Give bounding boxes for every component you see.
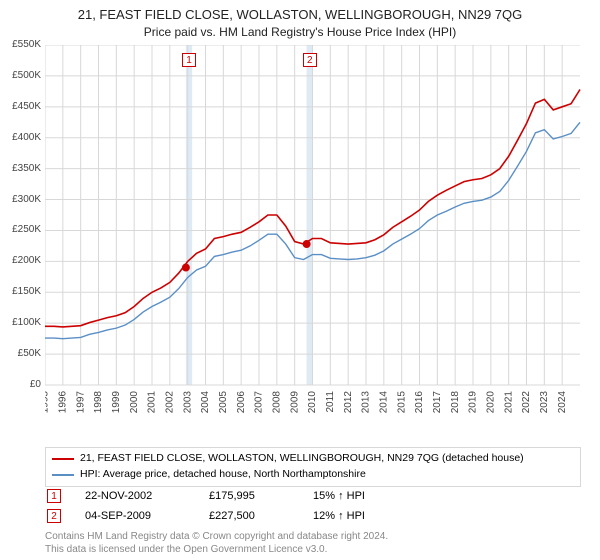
event-date: 22-NOV-2002 [85, 490, 185, 502]
svg-text:2007: 2007 [254, 391, 265, 414]
legend: 21, FEAST FIELD CLOSE, WOLLASTON, WELLIN… [45, 447, 581, 487]
svg-text:2021: 2021 [503, 391, 514, 414]
chart-container: 21, FEAST FIELD CLOSE, WOLLASTON, WELLIN… [0, 0, 600, 560]
y-axis-label: £350K [1, 163, 41, 174]
svg-text:2010: 2010 [307, 391, 318, 414]
svg-text:2024: 2024 [557, 391, 568, 414]
legend-label: 21, FEAST FIELD CLOSE, WOLLASTON, WELLIN… [80, 451, 524, 467]
svg-text:2008: 2008 [271, 391, 282, 414]
svg-text:1999: 1999 [111, 391, 122, 414]
chart-svg: 1995 1996 1997 1998 1999 2000 2001 2002 2003 2004… [45, 45, 585, 415]
svg-text:2000: 2000 [129, 391, 140, 414]
chart-title: 21, FEAST FIELD CLOSE, WOLLASTON, WELLIN… [0, 6, 600, 24]
event-date: 04-SEP-2009 [85, 510, 185, 522]
svg-text:2006: 2006 [236, 391, 247, 414]
legend-label: HPI: Average price, detached house, Nort… [80, 467, 366, 483]
svg-text:2018: 2018 [450, 391, 461, 414]
events-table: 1 22-NOV-2002 £175,995 15% ↑ HPI 2 04-SE… [45, 486, 581, 526]
y-axis-label: £250K [1, 224, 41, 235]
y-axis-label: £450K [1, 101, 41, 112]
svg-text:2012: 2012 [343, 391, 354, 414]
svg-text:2001: 2001 [147, 391, 158, 414]
svg-text:2023: 2023 [539, 391, 550, 414]
y-axis-label: £150K [1, 286, 41, 297]
y-axis-label: £400K [1, 132, 41, 143]
chart-subtitle: Price paid vs. HM Land Registry's House … [0, 24, 600, 41]
footer-line: This data is licensed under the Open Gov… [45, 543, 388, 556]
y-axis-label: £300K [1, 194, 41, 205]
svg-text:2019: 2019 [468, 391, 479, 414]
chart-area: 1995 1996 1997 1998 1999 2000 2001 2002 2003 2004… [45, 45, 585, 415]
y-axis-label: £50K [1, 348, 41, 359]
event-price: £175,995 [209, 490, 289, 502]
svg-text:2013: 2013 [361, 391, 372, 414]
svg-text:2016: 2016 [414, 391, 425, 414]
svg-text:1996: 1996 [57, 391, 68, 414]
y-axis-label: £200K [1, 255, 41, 266]
svg-text:2020: 2020 [485, 391, 496, 414]
svg-text:1997: 1997 [75, 391, 86, 414]
event-row: 2 04-SEP-2009 £227,500 12% ↑ HPI [45, 506, 581, 526]
y-axis-label: £500K [1, 70, 41, 81]
event-row: 1 22-NOV-2002 £175,995 15% ↑ HPI [45, 486, 581, 506]
svg-text:2022: 2022 [521, 391, 532, 414]
svg-text:1998: 1998 [93, 391, 104, 414]
footer: Contains HM Land Registry data © Crown c… [45, 530, 388, 556]
event-marker-icon: 1 [47, 489, 61, 503]
event-price: £227,500 [209, 510, 289, 522]
svg-text:2017: 2017 [432, 391, 443, 414]
svg-text:2003: 2003 [182, 391, 193, 414]
chart-event-marker: 2 [303, 53, 317, 67]
svg-text:2011: 2011 [325, 391, 336, 413]
svg-text:2009: 2009 [289, 391, 300, 414]
legend-item: HPI: Average price, detached house, Nort… [52, 467, 574, 483]
event-hpi: 12% ↑ HPI [313, 510, 393, 522]
title-block: 21, FEAST FIELD CLOSE, WOLLASTON, WELLIN… [0, 0, 600, 41]
svg-text:2014: 2014 [378, 391, 389, 414]
svg-text:1995: 1995 [45, 391, 51, 414]
chart-event-marker: 1 [182, 53, 196, 67]
event-hpi: 15% ↑ HPI [313, 490, 393, 502]
footer-line: Contains HM Land Registry data © Crown c… [45, 530, 388, 543]
legend-swatch [52, 474, 74, 476]
y-axis-label: £0 [1, 379, 41, 390]
legend-swatch [52, 458, 74, 460]
legend-item: 21, FEAST FIELD CLOSE, WOLLASTON, WELLIN… [52, 451, 574, 467]
svg-text:2005: 2005 [218, 391, 229, 414]
svg-text:2002: 2002 [164, 391, 175, 414]
y-axis-label: £550K [1, 39, 41, 50]
svg-text:2004: 2004 [200, 391, 211, 414]
svg-text:2015: 2015 [396, 391, 407, 414]
event-marker-icon: 2 [47, 509, 61, 523]
y-axis-label: £100K [1, 317, 41, 328]
